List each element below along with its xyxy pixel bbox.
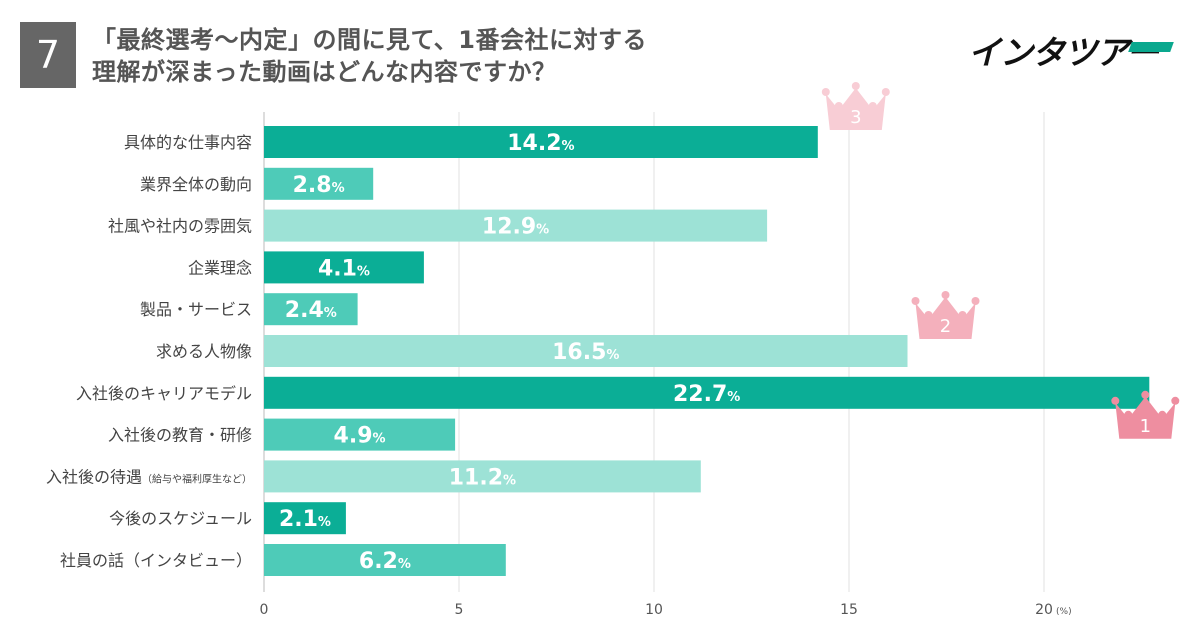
crown-jewel: [834, 102, 843, 110]
crown-jewel: [941, 291, 950, 299]
crown-shape: [825, 88, 886, 130]
value-label: 2.1%: [279, 507, 331, 532]
bar: [264, 502, 346, 535]
category-label: 入社後の教育・研修: [108, 426, 252, 445]
question-number-badge: 7: [20, 22, 76, 88]
crown-jewel: [1171, 396, 1180, 405]
title-line-2: 理解が深まった動画はどんな内容ですか？: [92, 58, 557, 86]
bar: [264, 376, 1150, 409]
title-line-1: 「最終選考〜内定」の間に見て、1番会社に対する: [92, 26, 647, 54]
value-label: 4.1%: [318, 256, 370, 281]
crown-jewel: [821, 88, 830, 96]
rank-crown-icon: 2: [911, 291, 980, 339]
rank-number: 1: [1140, 416, 1151, 437]
crown-jewel: [1141, 390, 1150, 399]
category-label: 具体的な仕事内容: [124, 133, 252, 152]
category-label: 企業理念: [188, 258, 252, 277]
crown-jewel: [851, 82, 860, 90]
x-tick-label: 10: [645, 602, 663, 618]
bar: [264, 167, 374, 200]
value-label: 2.8%: [293, 173, 345, 198]
value-label: 11.2%: [449, 465, 516, 490]
bar: [264, 209, 768, 242]
category-label: 社員の話（インタビュー）: [60, 551, 252, 570]
x-tick-label: 20: [1035, 602, 1053, 618]
value-label: 4.9%: [334, 424, 386, 449]
crown-shape: [1115, 396, 1176, 439]
x-tick-label: 5: [455, 602, 464, 618]
value-label: 22.7%: [673, 382, 740, 407]
category-label: 業界全体の動向: [140, 175, 252, 194]
x-tick-label: 0: [260, 602, 269, 618]
crown-jewel: [958, 311, 967, 319]
x-tick-label: 15: [840, 602, 858, 618]
crown-jewel: [971, 297, 980, 305]
crown-jewel: [1158, 410, 1167, 419]
category-label: 入社後のキャリアモデル: [76, 384, 252, 403]
rank-number: 3: [850, 107, 861, 128]
crown-jewel: [881, 88, 890, 96]
rank-crown-icon: 3: [821, 82, 890, 130]
bar: [264, 335, 908, 367]
crown-jewel: [911, 297, 920, 305]
category-label: 入社後の待遇（給与や福利厚生など）: [46, 467, 252, 486]
category-label: 社風や社内の雰囲気: [108, 217, 252, 236]
x-unit-label: (%): [1056, 607, 1072, 617]
rank-number: 2: [940, 316, 951, 337]
rank-crown-icon: 1: [1111, 390, 1180, 439]
value-label: 16.5%: [552, 340, 619, 365]
value-label: 2.4%: [285, 298, 337, 323]
category-label: 製品・サービス: [140, 300, 252, 319]
bar: [264, 460, 701, 493]
bar: [264, 418, 456, 451]
bar: [264, 251, 424, 284]
value-label: 12.9%: [482, 215, 549, 240]
bar: [264, 293, 358, 326]
crown-shape: [915, 297, 976, 339]
page-title: 「最終選考〜内定」の間に見て、1番会社に対する 理解が深まった動画はどんな内容で…: [92, 24, 647, 88]
crown-jewel: [1111, 396, 1120, 405]
crown-jewel: [1124, 410, 1133, 419]
category-label: 今後のスケジュール: [109, 509, 252, 528]
category-label: 求める人物像: [156, 342, 252, 361]
brand-logo: インタツアー: [968, 33, 1159, 72]
value-label: 14.2%: [507, 131, 574, 156]
bar: [264, 126, 818, 158]
value-label: 6.2%: [359, 549, 411, 574]
crown-jewel: [868, 102, 877, 110]
bar: [264, 544, 506, 576]
crown-jewel: [924, 311, 933, 319]
